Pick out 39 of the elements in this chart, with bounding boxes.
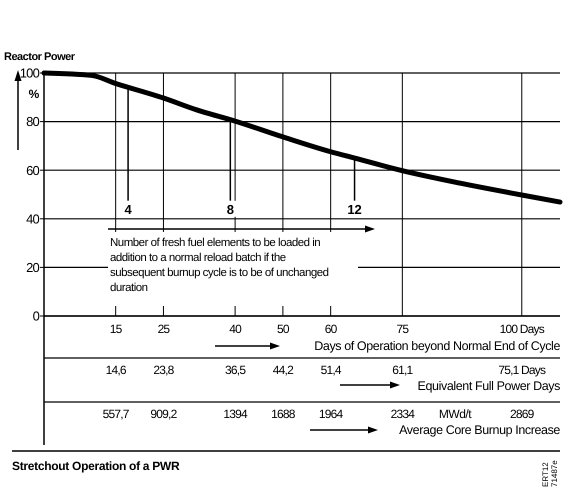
text: 1688	[271, 407, 296, 421]
text: 557,7	[102, 407, 130, 421]
text: Equivalent Full Power Days	[418, 379, 560, 393]
y-tick-label: 100	[20, 66, 40, 81]
annotation: 12	[347, 202, 362, 217]
text: Stretchout Operation of a PWR	[12, 459, 180, 473]
x-tick-label: 15	[110, 322, 123, 336]
x-tick-label: 60	[324, 322, 338, 336]
text: ERT12 71487e	[541, 460, 559, 487]
x-tick-label: 25	[158, 322, 170, 336]
x-tick-label: 50	[277, 322, 290, 336]
text: %	[28, 87, 40, 101]
text: 44,2	[272, 363, 294, 377]
y-tick-label: 40	[26, 211, 40, 226]
text: 51,4	[320, 363, 342, 377]
text: 2334	[390, 407, 416, 421]
y-tick-label: 80	[26, 114, 40, 130]
text: 75,1 Days	[498, 363, 546, 377]
x-axis-title: Days of Operation beyond Normal End of Cycle	[314, 339, 560, 353]
y-tick-label: 20	[26, 260, 40, 275]
annotation: Number of fresh fuel elements to be loaded in addition to a normal reload batch if the subsequent burnup cycle is to be of unchanged duration	[110, 237, 329, 294]
text: 61,1	[392, 363, 414, 377]
y-axis-title: Reactor Power	[4, 51, 76, 63]
text: 909,2	[150, 407, 178, 421]
x-tick-label: 40	[229, 322, 242, 336]
text: 23,8	[153, 363, 175, 377]
annotation: 4	[124, 202, 132, 217]
text: MWd/t	[438, 407, 472, 421]
y-tick-label: 0	[32, 308, 40, 324]
text: 1964	[318, 407, 344, 421]
y-tick-label: 60	[26, 162, 40, 178]
x-tick-label: 75	[396, 322, 410, 336]
text: 1394	[223, 407, 248, 421]
text: Average Core Burnup Increase	[399, 423, 560, 437]
annotation: 8	[226, 202, 234, 217]
x-tick-label: 100 Days	[500, 322, 545, 336]
text: 14,6	[106, 363, 127, 377]
text: 2869	[510, 407, 535, 421]
text: 36,5	[225, 363, 246, 377]
